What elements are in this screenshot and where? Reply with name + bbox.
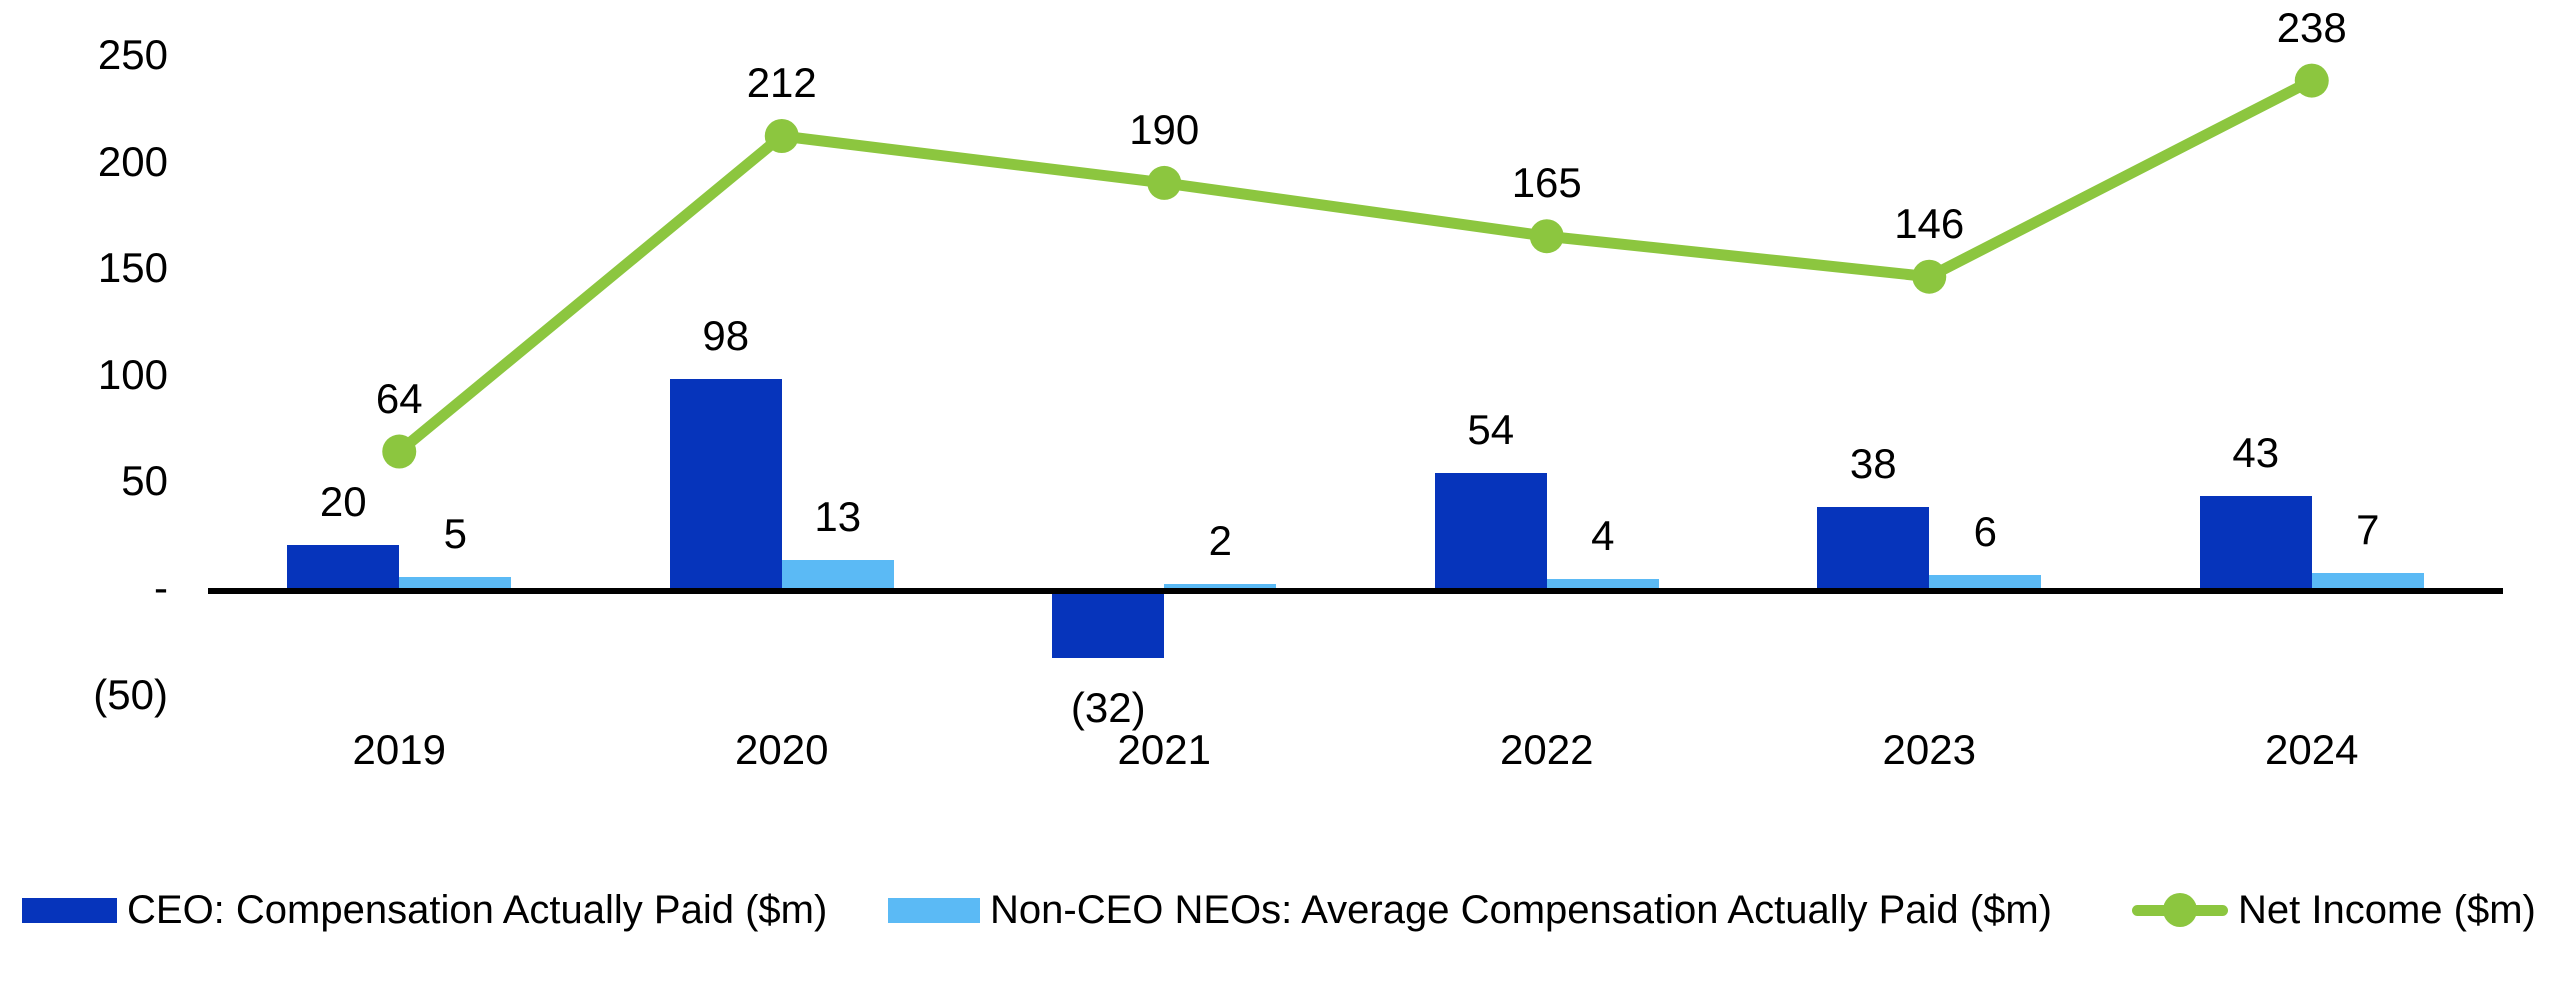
legend-swatch-ceo-bar	[22, 898, 117, 923]
y-axis-tick-label: 150	[97, 244, 168, 292]
y-axis-tick-label: 50	[121, 457, 168, 505]
ceo-bar-2021	[1052, 594, 1165, 659]
non-ceo-bar-value-2024: 7	[2356, 506, 2380, 554]
ceo-bar-2022	[1434, 472, 1547, 588]
non-ceo-bar-value-2022: 4	[1591, 512, 1615, 560]
y-axis-tick-label: 200	[97, 137, 168, 185]
non-ceo-bar-2019	[399, 577, 512, 588]
ceo-bar-2019	[287, 545, 400, 588]
net-income-value-2021: 190	[1129, 105, 1200, 153]
y-axis-tick-label: (50)	[93, 670, 168, 718]
x-axis-baseline	[208, 588, 2503, 594]
legend-label-net-income: Net Income ($m)	[2238, 888, 2536, 932]
ceo-bar-2024	[2199, 496, 2312, 588]
y-axis-tick-label: -	[154, 564, 168, 611]
non-ceo-bar-value-2023: 6	[1973, 508, 1997, 556]
net-income-value-2022: 165	[1511, 159, 1582, 207]
non-ceo-bar-2022	[1546, 579, 1659, 588]
y-axis-tick-label: 100	[97, 350, 168, 398]
ceo-bar-2020	[669, 379, 782, 588]
non-ceo-bar-value-2021: 2	[1208, 516, 1232, 564]
net-income-value-2020: 212	[746, 59, 817, 107]
ceo-bar-value-2024: 43	[2232, 429, 2280, 477]
ceo-bar-value-2021: (32)	[1070, 684, 1146, 732]
ceo-bar-value-2019: 20	[319, 478, 367, 526]
legend-marker-net-income-icon	[2163, 893, 2197, 927]
ceo-bar-2023	[1817, 506, 1930, 588]
x-axis-label-2024: 2024	[2265, 726, 2359, 773]
net-income-value-2023: 146	[1894, 199, 1965, 247]
non-ceo-bar-value-2019: 5	[443, 510, 467, 558]
x-axis-label-2022: 2022	[1500, 726, 1594, 773]
x-axis-label-2019: 2019	[352, 726, 446, 773]
non-ceo-bar-2020	[781, 560, 894, 588]
net-income-value-2024: 238	[2276, 3, 2347, 51]
non-ceo-bar-value-2020: 13	[814, 493, 862, 541]
ceo-bar-value-2020: 98	[702, 312, 750, 360]
non-ceo-bar-2023	[1929, 575, 2042, 588]
x-axis-label-2023: 2023	[1882, 726, 1976, 773]
legend-label-non-ceo: Non-CEO NEOs: Average Compensation Actua…	[990, 888, 2052, 932]
ceo-bar-value-2023: 38	[1849, 439, 1897, 487]
net-income-value-2019: 64	[375, 374, 423, 422]
y-axis-tick-label: 250	[97, 31, 168, 78]
legend-swatch-non-ceo-bar	[888, 898, 980, 923]
ceo-bar-value-2022: 54	[1467, 405, 1515, 453]
non-ceo-bar-2021	[1164, 583, 1277, 588]
non-ceo-bar-2024	[2311, 573, 2424, 588]
legend-label-ceo: CEO: Compensation Actually Paid ($m)	[127, 888, 828, 932]
x-axis-label-2021: 2021	[1117, 726, 1211, 773]
x-axis-label-2020: 2020	[735, 726, 829, 773]
